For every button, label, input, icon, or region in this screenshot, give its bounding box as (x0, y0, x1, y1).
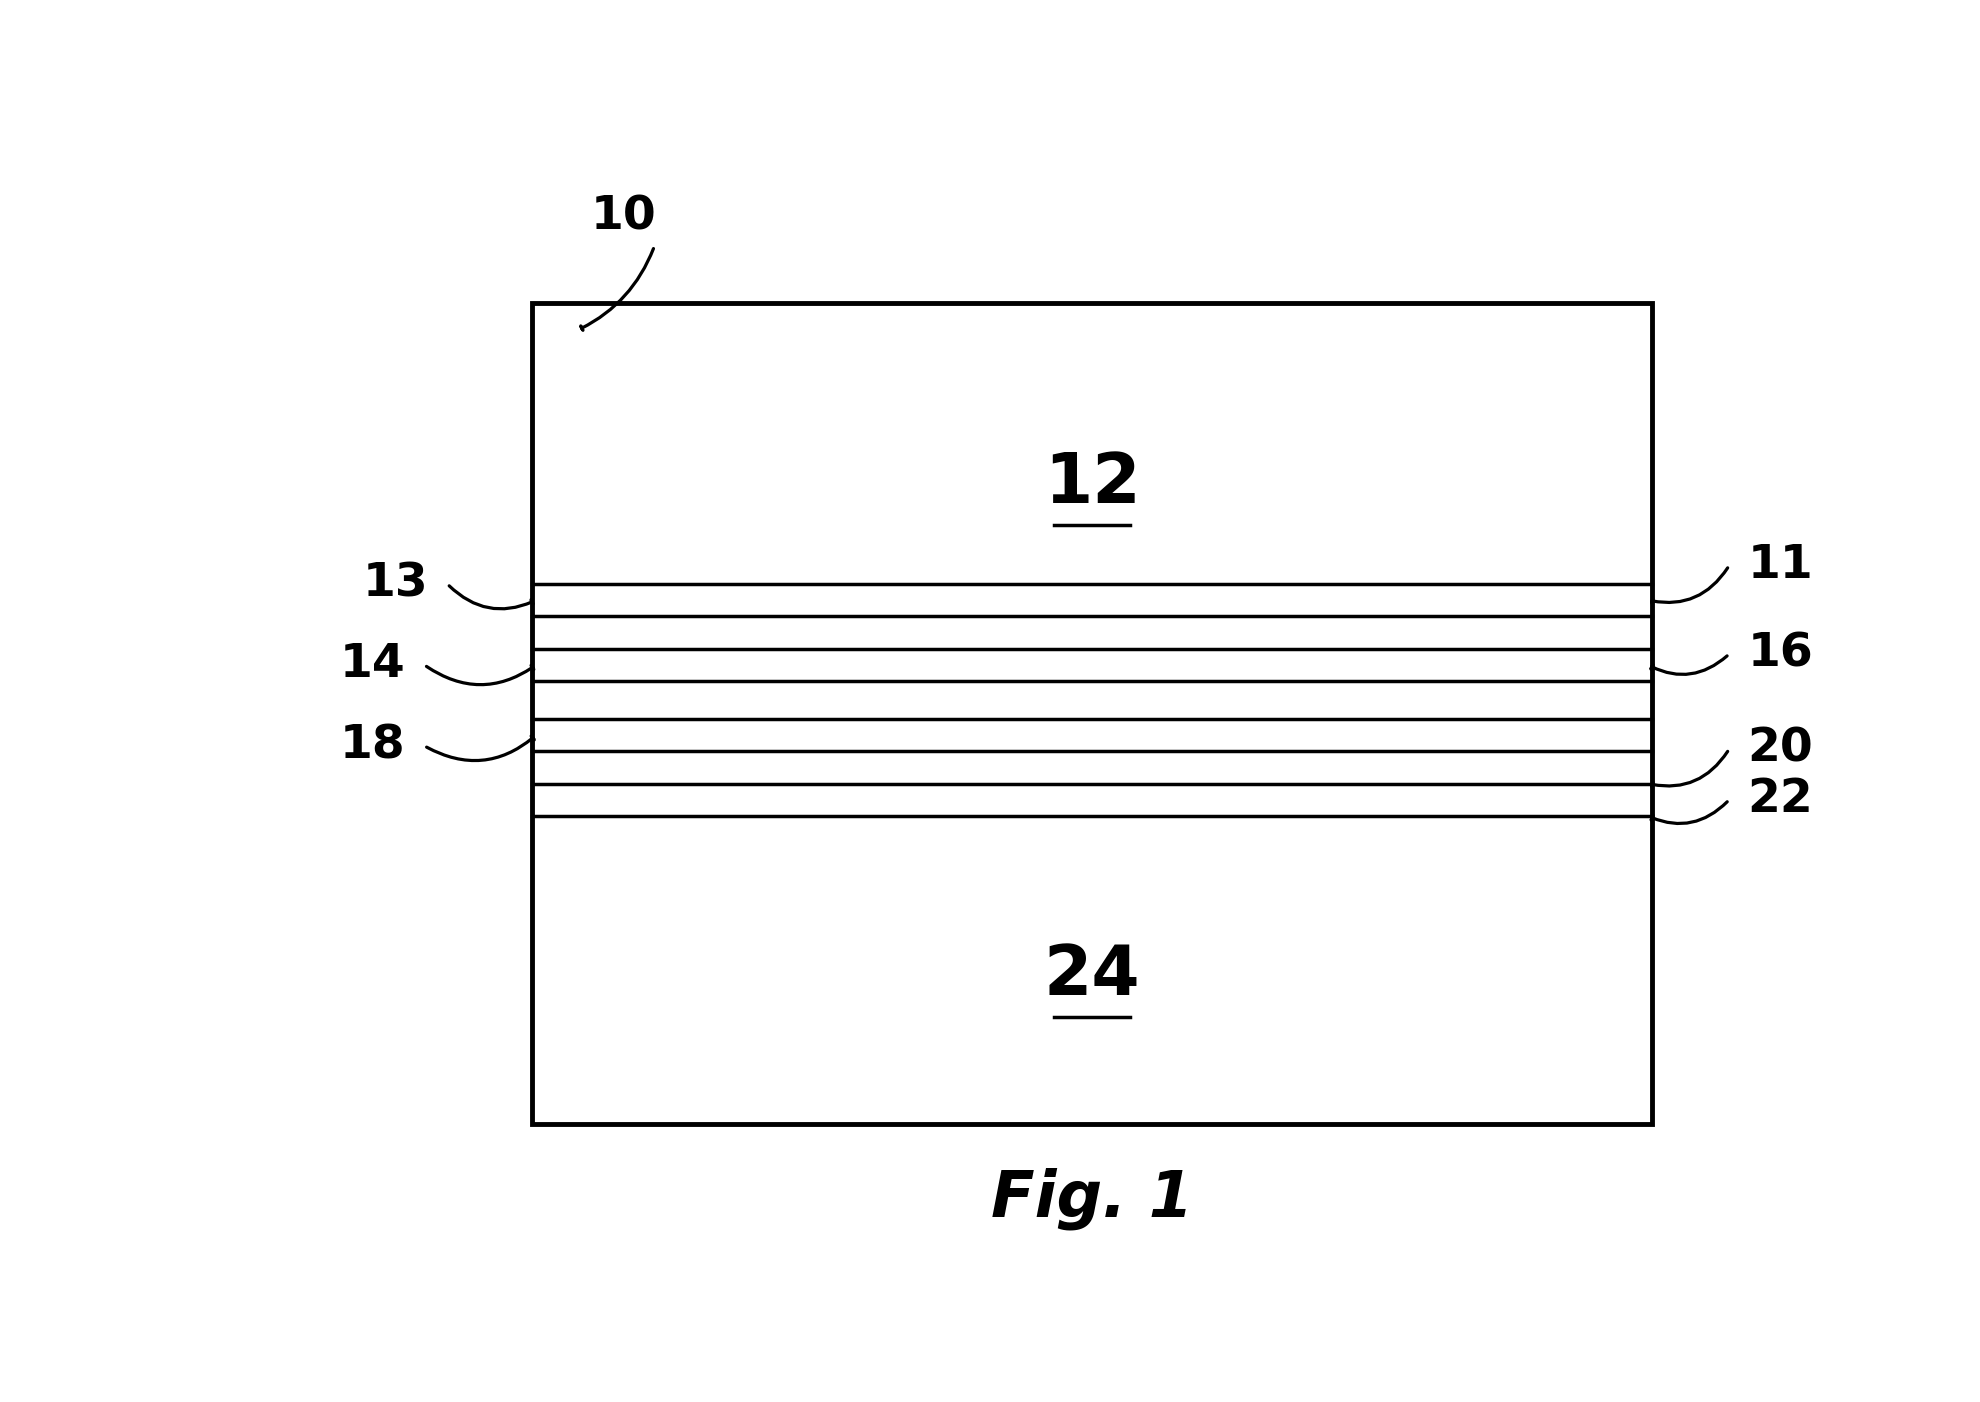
Text: 14: 14 (341, 642, 406, 687)
Text: 12: 12 (1043, 450, 1140, 517)
Text: Fig. 1: Fig. 1 (990, 1168, 1192, 1231)
Bar (531, 303, 1651, 1123)
Text: 24: 24 (1043, 942, 1140, 1009)
Text: 20: 20 (1746, 726, 1812, 771)
Text: 11: 11 (1746, 543, 1812, 587)
Text: 13: 13 (362, 561, 428, 606)
Text: 10: 10 (590, 195, 655, 240)
Text: 16: 16 (1746, 631, 1812, 677)
Text: 22: 22 (1746, 777, 1812, 822)
Text: 18: 18 (341, 723, 406, 768)
